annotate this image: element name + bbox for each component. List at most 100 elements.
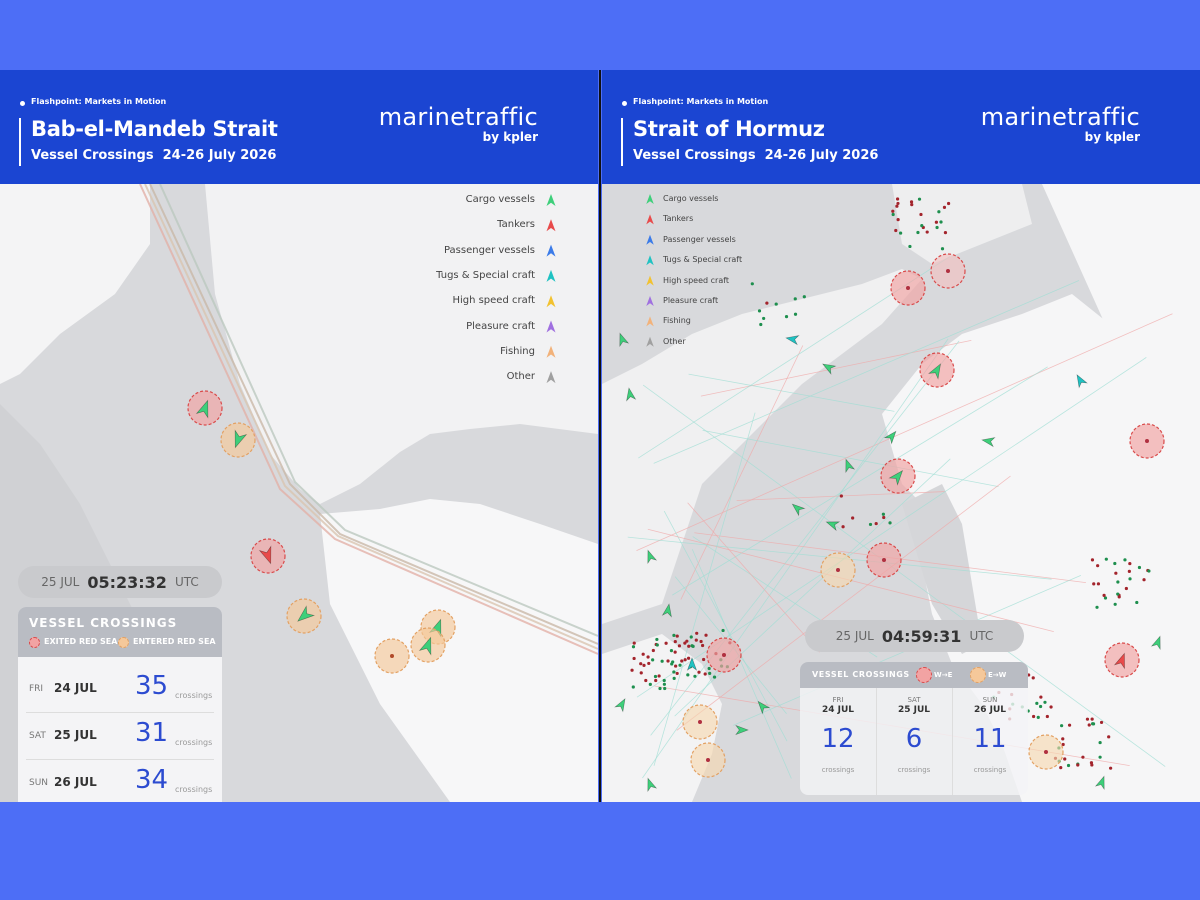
vessel-dot [765, 301, 769, 305]
vessel-dot [1049, 705, 1053, 709]
vessel-arrow [661, 603, 672, 618]
vessel-dot [909, 200, 914, 204]
day-date: 24 JUL [821, 705, 855, 715]
vessel-arrow [626, 387, 637, 402]
vessel-dot [678, 663, 682, 667]
vessel-dot [672, 670, 676, 674]
vessel-dot [704, 633, 708, 637]
vessel-dot [881, 512, 885, 516]
vessel-dot [946, 201, 951, 206]
day-date: 25 JUL [54, 728, 97, 742]
title-rule [621, 118, 623, 166]
vessel-arrow [1113, 652, 1125, 670]
day-column: FRI 24 JUL 12 crossings [800, 688, 877, 795]
legend-arrow [646, 316, 654, 327]
count-unit: crossings [821, 766, 855, 774]
weekday: FRI [29, 684, 44, 694]
vessel-dot [706, 758, 710, 762]
vessel-dot [896, 201, 900, 206]
vessel-arrow [981, 437, 996, 448]
vessel-dot [1098, 755, 1102, 759]
vessel-dot [1123, 558, 1127, 562]
vessel-dot [644, 678, 648, 683]
legend-arrow [546, 345, 556, 358]
vessel-arrow [258, 545, 272, 565]
count: 6 [905, 724, 923, 754]
legend-label: Cargo vessels [663, 194, 719, 203]
vessel-dot [750, 282, 754, 286]
crossings-header: VESSEL CROSSINGS W→E E→W [800, 662, 1028, 688]
count-unit: crossings [973, 766, 1007, 774]
vessel-dot [689, 635, 693, 639]
track [687, 502, 820, 653]
vessel-arrow [1150, 635, 1161, 651]
vessel-dot [686, 656, 691, 660]
vessel-arrow [822, 363, 837, 375]
vessel-dot [934, 220, 938, 224]
track [688, 373, 895, 412]
vessel-dot [641, 652, 645, 656]
weekday: SUN [982, 696, 998, 704]
vessel-dot [762, 316, 766, 321]
vessel-dot [1044, 750, 1048, 754]
vessel-dot [708, 671, 712, 675]
vessel-dot [666, 659, 670, 663]
track [672, 366, 1048, 596]
legend-label: High speed craft [452, 295, 535, 307]
vessel-arrow [791, 503, 806, 517]
clock-time: 04:59:31 [881, 626, 962, 646]
key-label: ENTERED RED SEA [133, 637, 216, 646]
vessel-dot [1114, 571, 1118, 575]
vessel-dot [651, 658, 655, 662]
vessel-dot [874, 521, 878, 526]
vessel-arrow [195, 399, 209, 419]
key-swatch [29, 637, 40, 648]
vessel-dot [841, 525, 845, 529]
vessel-dot [1137, 565, 1142, 570]
vessel-dot [685, 639, 689, 643]
vessel-dot [647, 661, 651, 666]
track [702, 429, 999, 488]
vessel-dot [693, 674, 697, 678]
vessel-dot [1085, 717, 1090, 721]
vessel-dot [1089, 761, 1094, 765]
track [680, 345, 804, 600]
vessel-dot [1128, 577, 1132, 581]
vessel-dot [1090, 558, 1095, 562]
vessel-dot [1061, 742, 1065, 747]
legend-label: High speed craft [663, 275, 730, 285]
legend-arrow [546, 269, 556, 282]
vessel-dot [1095, 605, 1099, 609]
vessel-dot [868, 522, 873, 527]
vessel-dot [939, 220, 943, 224]
vessel-dot [1135, 600, 1139, 605]
title-rule [19, 118, 21, 166]
vessel-arrow [785, 335, 800, 346]
vessel-dot [631, 645, 636, 649]
legend-arrow [546, 371, 556, 384]
weekday: SUN [29, 778, 49, 788]
vessel-dot [882, 558, 886, 562]
vessel-dot [1127, 569, 1131, 574]
vessel-dot [1035, 701, 1039, 705]
vessel-dot [1113, 602, 1117, 606]
vessel-dot [899, 231, 903, 235]
header: Flashpoint: Markets in Motion Bab-el-Mand… [0, 70, 598, 184]
vessel-dot [1043, 700, 1047, 704]
vessel-dot [1145, 439, 1149, 443]
vessel-dot [683, 641, 687, 645]
vessel-dot [1045, 714, 1049, 719]
vessel-dot [673, 639, 677, 644]
weekday: SAT [907, 696, 921, 704]
track [636, 313, 1173, 551]
vessel-dot [642, 663, 646, 667]
vessel-dot [1087, 723, 1091, 727]
vessel-dot [632, 656, 636, 661]
vessel-dot [896, 218, 900, 222]
vessel-dot [906, 286, 910, 290]
track [676, 475, 1011, 731]
vessel-dot [1081, 755, 1085, 759]
vessel-dot [784, 314, 789, 319]
legend-arrow [646, 336, 654, 347]
vessel-dot [630, 668, 634, 672]
